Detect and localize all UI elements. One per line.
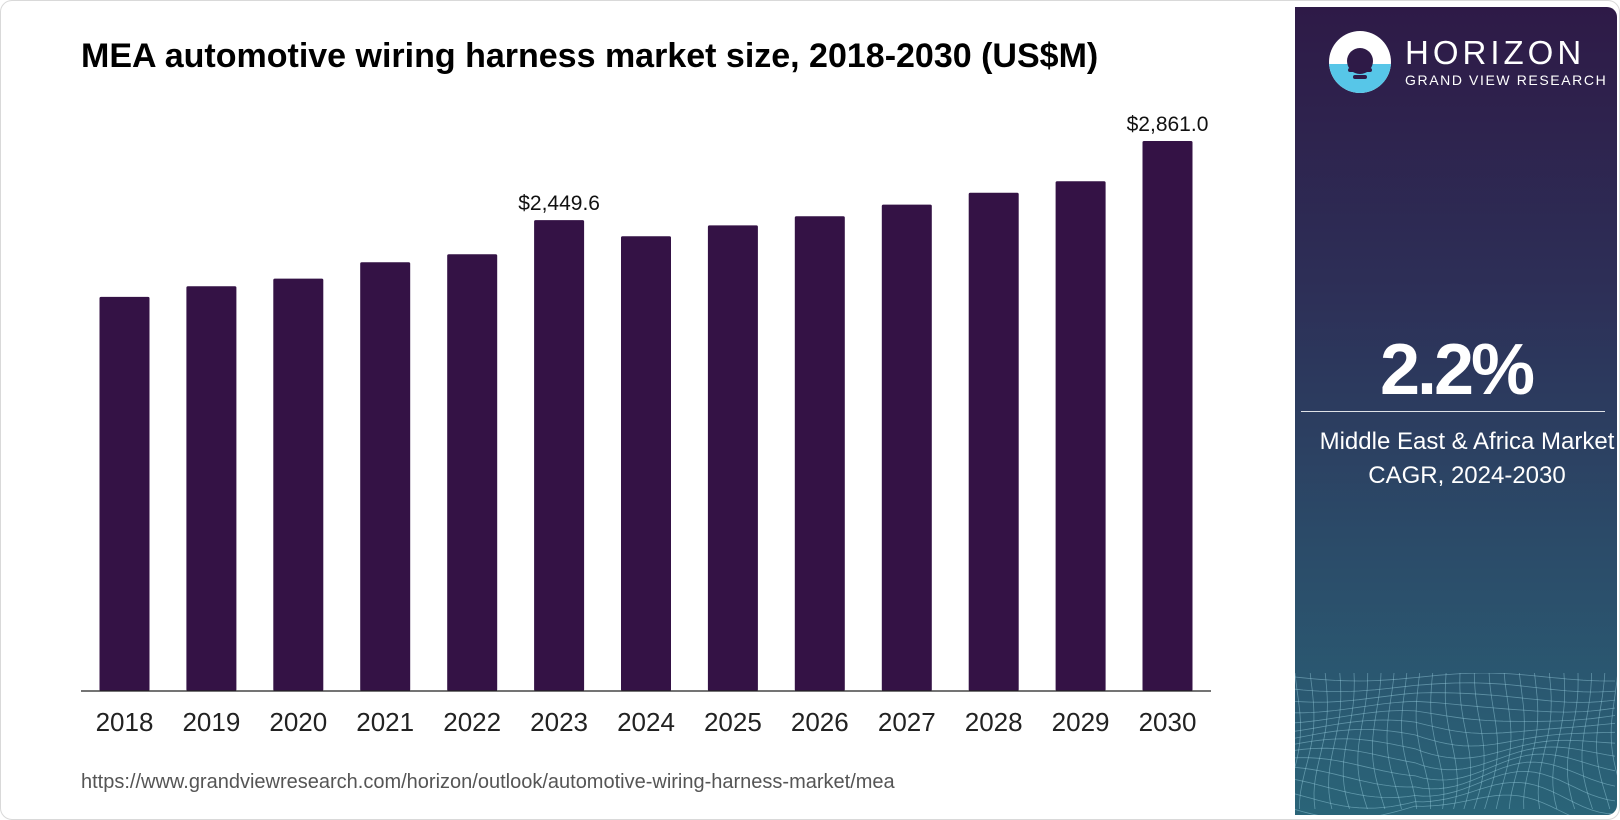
x-tick-label: 2029 xyxy=(1052,707,1110,737)
x-tick-label: 2019 xyxy=(182,707,240,737)
x-tick-label: 2027 xyxy=(878,707,936,737)
x-tick-label: 2030 xyxy=(1139,707,1197,737)
bar-2018 xyxy=(99,296,150,691)
x-tick-label: 2022 xyxy=(443,707,501,737)
chart-title: MEA automotive wiring harness market siz… xyxy=(81,37,1099,75)
bar-chart: 2018 2019 2020 2021 2022 2023 2024 2025 2026 2027… xyxy=(81,113,1211,737)
data-label-2023: $2,449.6 xyxy=(518,192,600,215)
x-tick-label: 2021 xyxy=(356,707,414,737)
horizon-sun-icon xyxy=(1329,31,1391,93)
x-tick-label: 2024 xyxy=(617,707,675,737)
bar-2025 xyxy=(707,225,758,691)
logo-subtitle: GRAND VIEW RESEARCH xyxy=(1405,72,1608,88)
cagr-divider xyxy=(1301,411,1605,412)
x-tick-label: 2026 xyxy=(791,707,849,737)
logo-name: HORIZON xyxy=(1405,34,1586,71)
cagr-line-2: CAGR, 2024-2030 xyxy=(1368,462,1566,489)
bar-2029 xyxy=(1055,181,1106,691)
bar-2023 xyxy=(534,220,585,691)
bar-2026 xyxy=(794,216,845,691)
cagr-description: Middle East & Africa Market CAGR, 2024-2… xyxy=(1307,425,1617,493)
x-tick-label: 2018 xyxy=(96,707,154,737)
x-tick-label: 2023 xyxy=(530,707,588,737)
cagr-line-1: Middle East & Africa Market xyxy=(1319,428,1615,455)
source-url[interactable]: https://www.grandviewresearch.com/horizo… xyxy=(81,771,895,793)
x-tick-label: 2028 xyxy=(965,707,1023,737)
bar-2020 xyxy=(273,278,324,691)
mesh-decoration xyxy=(1295,673,1617,815)
cagr-value: 2.2% xyxy=(1379,330,1535,410)
data-label-2030: $2,861.0 xyxy=(1127,113,1209,136)
bar-2019 xyxy=(186,286,237,691)
side-panel: HORIZON GRAND VIEW RESEARCH 2.2% Middle … xyxy=(1295,7,1617,815)
bar-2030 xyxy=(1142,141,1193,691)
bar-2022 xyxy=(447,254,498,691)
bar-2021 xyxy=(360,262,411,691)
bar-2024 xyxy=(621,236,671,691)
x-tick-label: 2020 xyxy=(269,707,327,737)
horizon-logo[interactable]: HORIZON GRAND VIEW RESEARCH xyxy=(1329,31,1607,93)
bar-2027 xyxy=(881,204,932,691)
bar-2028 xyxy=(968,192,1019,691)
x-tick-label: 2025 xyxy=(704,707,762,737)
